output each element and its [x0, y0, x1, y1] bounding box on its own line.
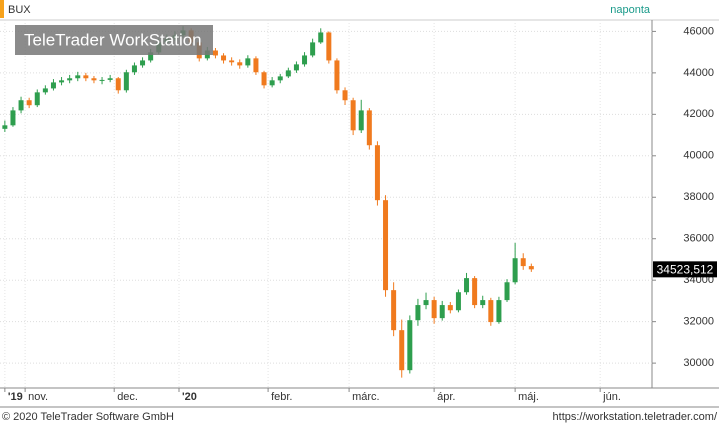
candle-body	[455, 292, 461, 311]
candle-body	[504, 282, 510, 301]
x-tick-label: dec.	[117, 391, 138, 403]
candle-body	[366, 110, 372, 146]
candle-body	[10, 110, 16, 126]
candle-body	[75, 75, 81, 79]
candle-body	[528, 266, 534, 270]
symbol-marker	[0, 0, 4, 18]
candle-body	[277, 76, 283, 81]
candle-body	[358, 110, 364, 131]
candle-body	[91, 78, 97, 81]
y-tick-label: 30000	[683, 357, 714, 369]
candle-body	[302, 55, 308, 65]
candle-body	[423, 300, 429, 306]
candle-body	[140, 60, 146, 66]
candle-body	[342, 90, 348, 101]
candle-body	[18, 100, 24, 111]
x-tick-label: '19	[8, 391, 23, 403]
candle-body	[26, 100, 32, 106]
candle-body	[50, 82, 56, 89]
frequency: naponta	[610, 4, 651, 16]
candle-body	[496, 300, 502, 323]
candle-body	[59, 80, 65, 83]
last-value-label: 34523,512	[657, 263, 714, 277]
x-tick-label: nov.	[28, 391, 48, 403]
candle-body	[293, 64, 299, 71]
candle-body	[399, 330, 405, 371]
candle-body	[350, 100, 356, 131]
candle-body	[115, 78, 121, 91]
y-tick-label: 36000	[683, 233, 714, 245]
candle-body	[123, 72, 129, 91]
candle-body	[334, 60, 340, 91]
candle-body	[221, 55, 227, 61]
watermark: TeleTrader WorkStation	[24, 30, 202, 49]
y-tick-label: 44000	[683, 67, 714, 79]
x-tick-label: ápr.	[437, 391, 455, 403]
candle-body	[212, 50, 218, 56]
candle-body	[42, 88, 48, 93]
candle-body	[488, 300, 494, 323]
candle-body	[67, 78, 73, 81]
watermark-box	[15, 25, 213, 55]
candle-body	[512, 258, 518, 283]
candle-body	[285, 70, 291, 77]
symbol: BUX	[8, 4, 31, 16]
candle-body	[245, 58, 251, 66]
candle-body	[253, 58, 259, 73]
candle-body	[148, 52, 154, 61]
x-tick-label: febr.	[271, 391, 292, 403]
candle-body	[269, 80, 275, 86]
y-tick-label: 38000	[683, 191, 714, 203]
candle-body	[391, 290, 397, 331]
candle-body	[439, 305, 445, 319]
candle-body	[407, 320, 413, 371]
candle-body	[326, 32, 332, 61]
candle-body	[237, 62, 243, 66]
x-tick-label: jún.	[602, 391, 621, 403]
x-tick-label: '20	[182, 391, 197, 403]
candle-body	[83, 75, 89, 79]
candle-body	[447, 305, 453, 311]
y-tick-label: 32000	[683, 316, 714, 328]
candle-body	[34, 92, 40, 106]
candle-body	[415, 305, 421, 321]
candle-body	[2, 125, 8, 129]
x-tick-label: márc.	[352, 391, 380, 403]
candle-body	[464, 278, 470, 293]
last-value-box	[653, 261, 717, 278]
candle-body	[374, 145, 380, 201]
candle-body	[310, 42, 316, 56]
candle-body	[99, 79, 105, 81]
footer-right: https://workstation.teletrader.com/	[553, 411, 718, 423]
candle-body	[520, 258, 526, 267]
candle-body	[480, 300, 486, 306]
candle-body	[472, 278, 478, 306]
candle-body	[229, 60, 235, 63]
candle-body	[383, 200, 389, 291]
footer-left: © 2020 TeleTrader Software GmbH	[2, 411, 174, 423]
candle-body	[131, 65, 137, 73]
x-tick-label: máj.	[518, 391, 539, 403]
candle-body	[318, 32, 324, 43]
y-tick-label: 42000	[683, 108, 714, 120]
candle-body	[431, 300, 437, 319]
candle-body	[261, 72, 267, 86]
candle-body	[107, 78, 113, 80]
y-tick-label: 40000	[683, 150, 714, 162]
y-tick-label: 46000	[683, 25, 714, 37]
